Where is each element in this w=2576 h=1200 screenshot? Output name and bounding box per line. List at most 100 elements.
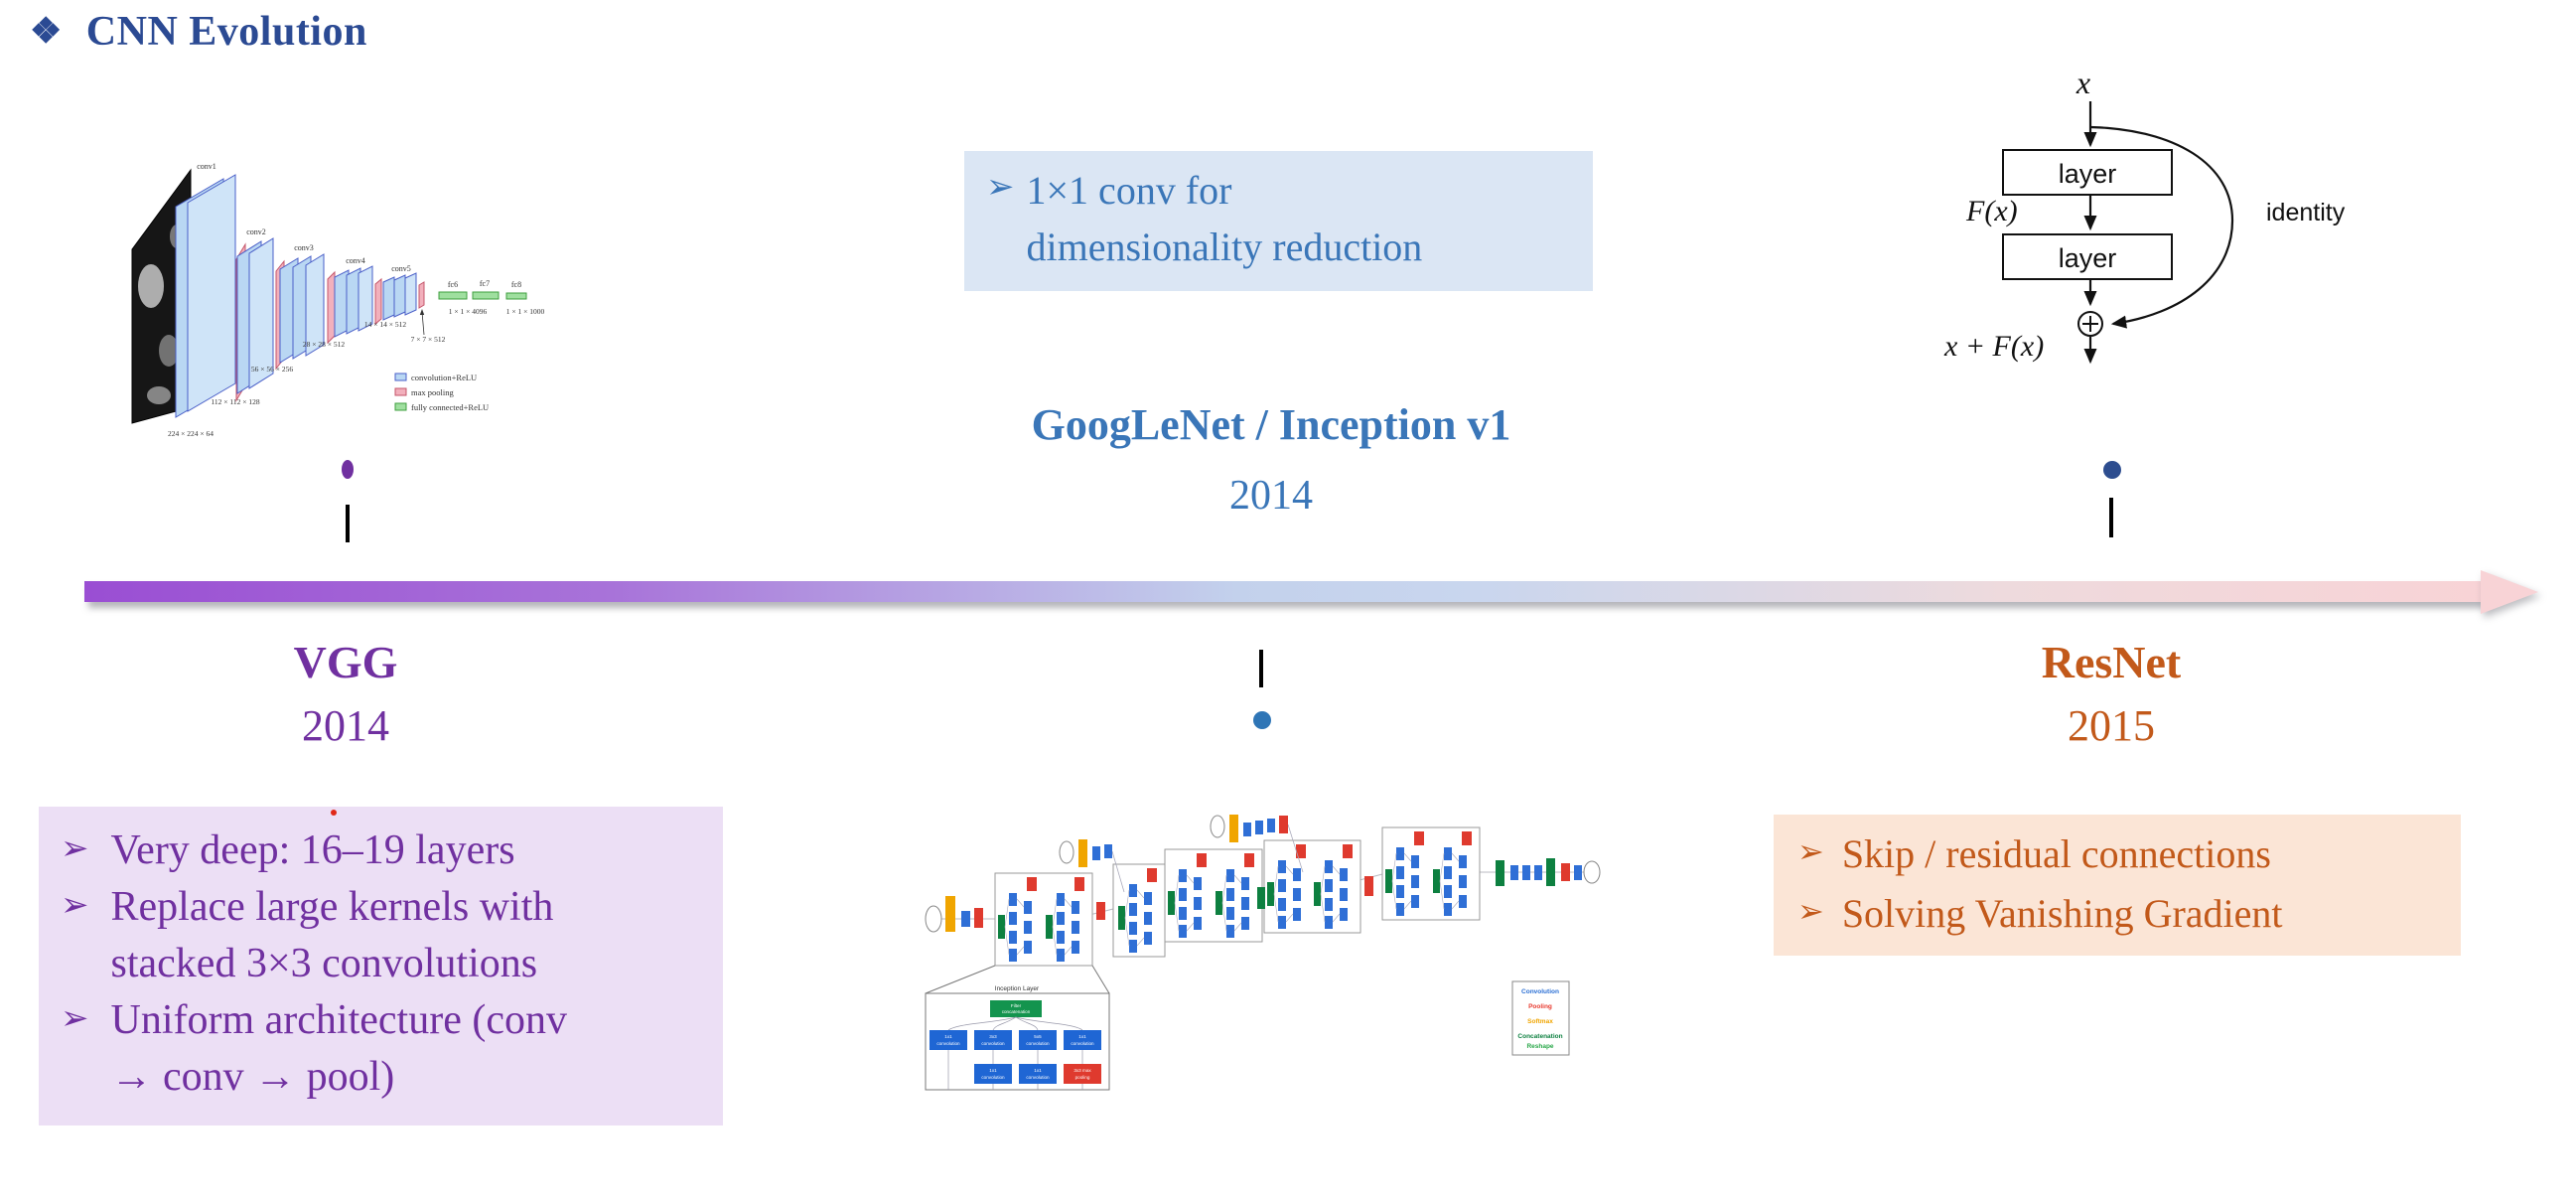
inception-branch-label: 5x5 [1034,1034,1042,1039]
inception-pool-box [1064,1064,1101,1084]
resnet-marker-dot [2103,461,2121,479]
inception-branch-label: 1x1 [1078,1034,1086,1039]
inception-branch-box [974,1030,1012,1050]
vgg-layer-label: conv4 [346,256,365,265]
googlenet-marker-tick [1259,650,1263,687]
inception-branch-box [974,1064,1012,1084]
resnet-block-figure: x layer layer F(x) identity x + F(x) [1936,50,2453,387]
resnet-identity-label: identity [2266,199,2346,226]
arrow-bullet-icon: ➢ [1797,893,1824,929]
inception-branch-label: convolution [981,1075,1005,1080]
page-title-text: CNN Evolution [85,9,367,55]
arrow-bullet-icon: ➢ [61,887,89,925]
vgg-point-text: Uniform architecture (conv → conv → pool… [110,997,567,1101]
googlenet-marker-dot [1253,711,1271,729]
googlenet-callout-box: ➢ 1×1 conv for dimensionality reduction [964,151,1593,291]
googlenet-legend-label: Pooling [1528,1003,1552,1010]
filter-concat-box [990,1000,1042,1017]
vgg-layer-label: conv2 [246,227,266,236]
vgg-dim-label: 56 × 56 × 256 [251,365,293,374]
list-item: ➢ Uniform architecture (conv → conv → po… [61,992,723,1106]
vgg-layer-label: fc8 [511,280,521,289]
vgg-marker-dot [342,460,354,479]
vgg-point-text: Replace large kernels with stacked 3×3 c… [110,884,554,987]
inception-branch-label: 1x1 [1034,1068,1042,1073]
vgg-legend-swatch-fc [394,402,407,411]
googlenet-aux-branch [1059,839,1125,893]
inception-branch-label: convolution [936,1041,960,1046]
vgg-point-text: Very deep: 16–19 layers [110,827,515,873]
inception-branch-label: convolution [1026,1041,1050,1046]
inception-pool-label: 3x3 max [1073,1068,1091,1073]
vgg-name: VGG [293,637,398,687]
vgg-legend-label: convolution+ReLU [411,373,477,382]
timeline-bar [84,581,2483,602]
timeline-arrowhead-icon [2481,570,2538,614]
inception-branch-label: convolution [1071,1041,1094,1046]
vgg-legend: convolution+ReLU max pooling fully conne… [394,373,489,412]
vgg-layer-labels: conv1 conv2 conv3 conv4 conv5 fc6 fc7 fc… [197,162,521,289]
resnet-layer2-label: layer [2059,243,2117,273]
vgg-year: 2014 [302,701,389,750]
vgg-points-box: ➢ Very deep: 16–19 layers ➢ Replace larg… [39,807,723,1125]
page-title: ❖ CNN Evolution [30,8,367,56]
arrow-bullet-icon: ➢ [986,169,1015,206]
resnet-year: 2015 [2068,701,2155,750]
resnet-layer1-box [2002,149,2173,196]
googlenet-legend-label: Reshape [1526,1043,1553,1050]
vgg-layer-label: fc7 [480,279,490,288]
inception-branch-box [1019,1030,1057,1050]
vgg-layer-slabs [175,174,527,418]
googlenet-legend: Convolution Pooling Softmax Concatenatio… [1511,980,1570,1056]
vgg-layer-label: conv1 [197,162,216,171]
inception-branch-label: convolution [981,1041,1005,1046]
inception-pool-label: pooling [1075,1075,1090,1080]
resnet-layer1-label: layer [2059,159,2117,189]
vgg-dim-label: 1 × 1 × 4096 [449,307,488,316]
googlenet-legend-label: Concatenation [1517,1033,1562,1040]
resnet-marker-tick [2109,498,2113,537]
milestone-resnet: ResNet 2015 [2012,636,2211,751]
inception-branch-label: 3x3 [989,1034,997,1039]
arrow-bullet-icon: ➢ [61,1000,89,1038]
vgg-dim-label: 224 × 224 × 64 [168,429,214,438]
resnet-name: ResNet [2041,637,2182,687]
resnet-points-box: ➢ Skip / residual connections ➢ Solving … [1774,815,2461,956]
milestone-googlenet: GoogLeNet / Inception v1 2014 [943,399,1599,520]
googlenet-callout-text: 1×1 conv for dimensionality reduction [1026,168,1423,269]
inception-branch-box [1064,1030,1101,1050]
resnet-layer2-box [2002,233,2173,280]
resnet-input-label: x [2075,65,2090,100]
inception-branch-box [1019,1064,1057,1084]
googlenet-legend-label: Convolution [1521,988,1559,995]
googlenet-connectors [1096,876,1373,920]
inception-branch-label: convolution [1026,1075,1050,1080]
vgg-legend-swatch-conv [394,373,407,381]
list-item: ➢ Solving Vanishing Gradient [1797,884,2461,944]
vgg-legend-swatch-pool [394,387,407,396]
diamond-bullet-icon: ❖ [30,11,63,51]
resnet-fx-label: F(x) [1965,195,2018,227]
arrow-bullet-icon: ➢ [61,830,89,867]
googlenet-name: GoogLeNet / Inception v1 [1031,400,1511,449]
inception-branch-label: 1x1 [944,1034,952,1039]
vgg-layer-label: fc6 [448,280,458,289]
list-item: ➢ Skip / residual connections [1797,825,2461,884]
googlenet-year: 2014 [1229,473,1313,519]
vgg-dim-labels: 224 × 224 × 64 112 × 112 × 128 56 × 56 ×… [168,307,544,438]
vgg-layer-label: conv5 [391,264,411,273]
inception-detail-title: Inception Layer [995,985,1040,992]
vgg-dim-label: 112 × 112 × 128 [211,397,259,406]
filter-concat-label: concatenation [1002,1009,1031,1014]
vgg-legend-label: fully connected+ReLU [411,402,489,412]
arrow-bullet-icon: ➢ [1797,833,1824,869]
googlenet-aux-branch [1210,815,1304,873]
vgg-legend-label: max pooling [411,387,454,397]
vgg-dim-label: 7 × 7 × 512 [411,335,446,344]
laser-pointer-dot [331,810,337,816]
milestone-vgg: VGG 2014 [246,636,445,751]
inception-branch-label: 1x1 [989,1068,997,1073]
vgg-dim-label: 14 × 14 × 512 [364,320,406,329]
vgg-layer-label: conv3 [294,243,314,252]
googlenet-architecture-figure: Inception Layer Filter concatenation 1x1… [884,795,1648,1132]
